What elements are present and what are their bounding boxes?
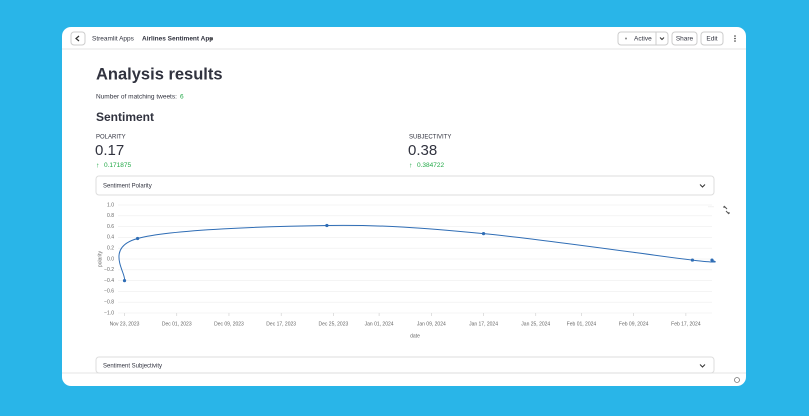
metric-delta: 0.171875	[104, 162, 131, 169]
app-window	[62, 27, 746, 386]
x-tick-label: Jan 25, 2024	[521, 321, 550, 327]
y-tick-label: 0.8	[107, 213, 114, 219]
page-title: Analysis results	[96, 65, 223, 83]
y-tick-label: −0.8	[104, 300, 114, 306]
x-tick-label: Dec 17, 2023	[266, 321, 296, 327]
edit-label: Edit	[706, 36, 717, 43]
point	[690, 258, 695, 262]
x-tick-label: Feb 17, 2024	[671, 321, 701, 327]
y-tick-label: −0.2	[104, 267, 114, 273]
status: Active	[634, 36, 652, 43]
y-tick-label: 1.0	[107, 202, 114, 208]
y-tick-label: 0.0	[107, 256, 114, 262]
x-tick-label: Jan 01, 2024	[365, 321, 394, 327]
point	[122, 279, 127, 283]
share-button[interactable]	[671, 31, 698, 46]
metric-label: POLARITY	[96, 135, 126, 141]
status-dot	[625, 37, 627, 40]
delta-arrow: ↑	[96, 162, 100, 169]
y-tick-label: 0.4	[107, 235, 114, 241]
matching-label: Number of matching tweets:	[96, 94, 177, 101]
metric-value: 0.38	[408, 142, 437, 159]
expander[interactable]	[95, 175, 715, 196]
back-button[interactable]	[70, 31, 86, 46]
x-axis-label: date	[410, 333, 420, 339]
x-tick-label: Dec 09, 2023	[214, 321, 244, 327]
expander-chevron	[699, 364, 706, 368]
metric-label: SUBJECTIVITY	[409, 135, 451, 141]
point	[481, 232, 486, 236]
metric-value: 0.17	[95, 142, 124, 159]
menu-icon[interactable]	[734, 35, 736, 42]
line-chart: 1.0 0.8 0.6 0.4 0.2 0.0 −0.2 −0.4 −0.6 −0.8 −1.0 No…	[97, 202, 716, 339]
point	[135, 236, 140, 241]
breadcrumb[interactable]: Streamlit Apps	[92, 36, 135, 43]
x-tick-label: Dec 25, 2023	[319, 321, 349, 327]
expander-label: Sentiment Subjectivity	[103, 364, 162, 370]
x-tick-label: Feb 09, 2024	[619, 321, 649, 327]
x-tick-label: Jan 17, 2024	[469, 321, 498, 327]
chart-menu[interactable]: ···	[708, 205, 714, 211]
y-tick-label: −0.4	[104, 278, 114, 284]
status-chevron	[659, 37, 665, 41]
back-icon	[75, 35, 80, 42]
delta-arrow: ↑	[409, 162, 413, 169]
matching-count: 6	[180, 94, 184, 101]
point	[325, 223, 329, 228]
app-name[interactable]: Airlines Sentiment App	[142, 36, 213, 43]
expander[interactable]	[95, 356, 715, 374]
edit-button[interactable]	[700, 31, 724, 46]
dropdown-icon	[209, 38, 213, 41]
y-tick-label: 0.2	[107, 246, 114, 252]
x-tick-label: Nov 23, 2023	[110, 321, 140, 327]
x-tick-label: Jan 09, 2024	[417, 321, 446, 327]
footer-icon[interactable]	[734, 377, 740, 383]
x-tick-label: Feb 01, 2024	[567, 321, 597, 327]
y-tick-label: 0.6	[107, 224, 114, 230]
x-tick-label: Dec 01, 2023	[162, 321, 192, 327]
point	[710, 258, 714, 262]
share-label: Share	[676, 36, 694, 43]
expander-label: Sentiment Polarity	[103, 184, 152, 190]
metric-delta: 0.384722	[417, 162, 444, 169]
fullscreen-icon[interactable]	[723, 205, 730, 215]
y-axis-label: polarity	[97, 250, 103, 267]
expander-chevron	[699, 184, 706, 188]
y-tick-label: −0.6	[104, 289, 114, 295]
section-title: Sentiment	[96, 110, 154, 124]
y-tick-label: −1.0	[104, 310, 114, 316]
